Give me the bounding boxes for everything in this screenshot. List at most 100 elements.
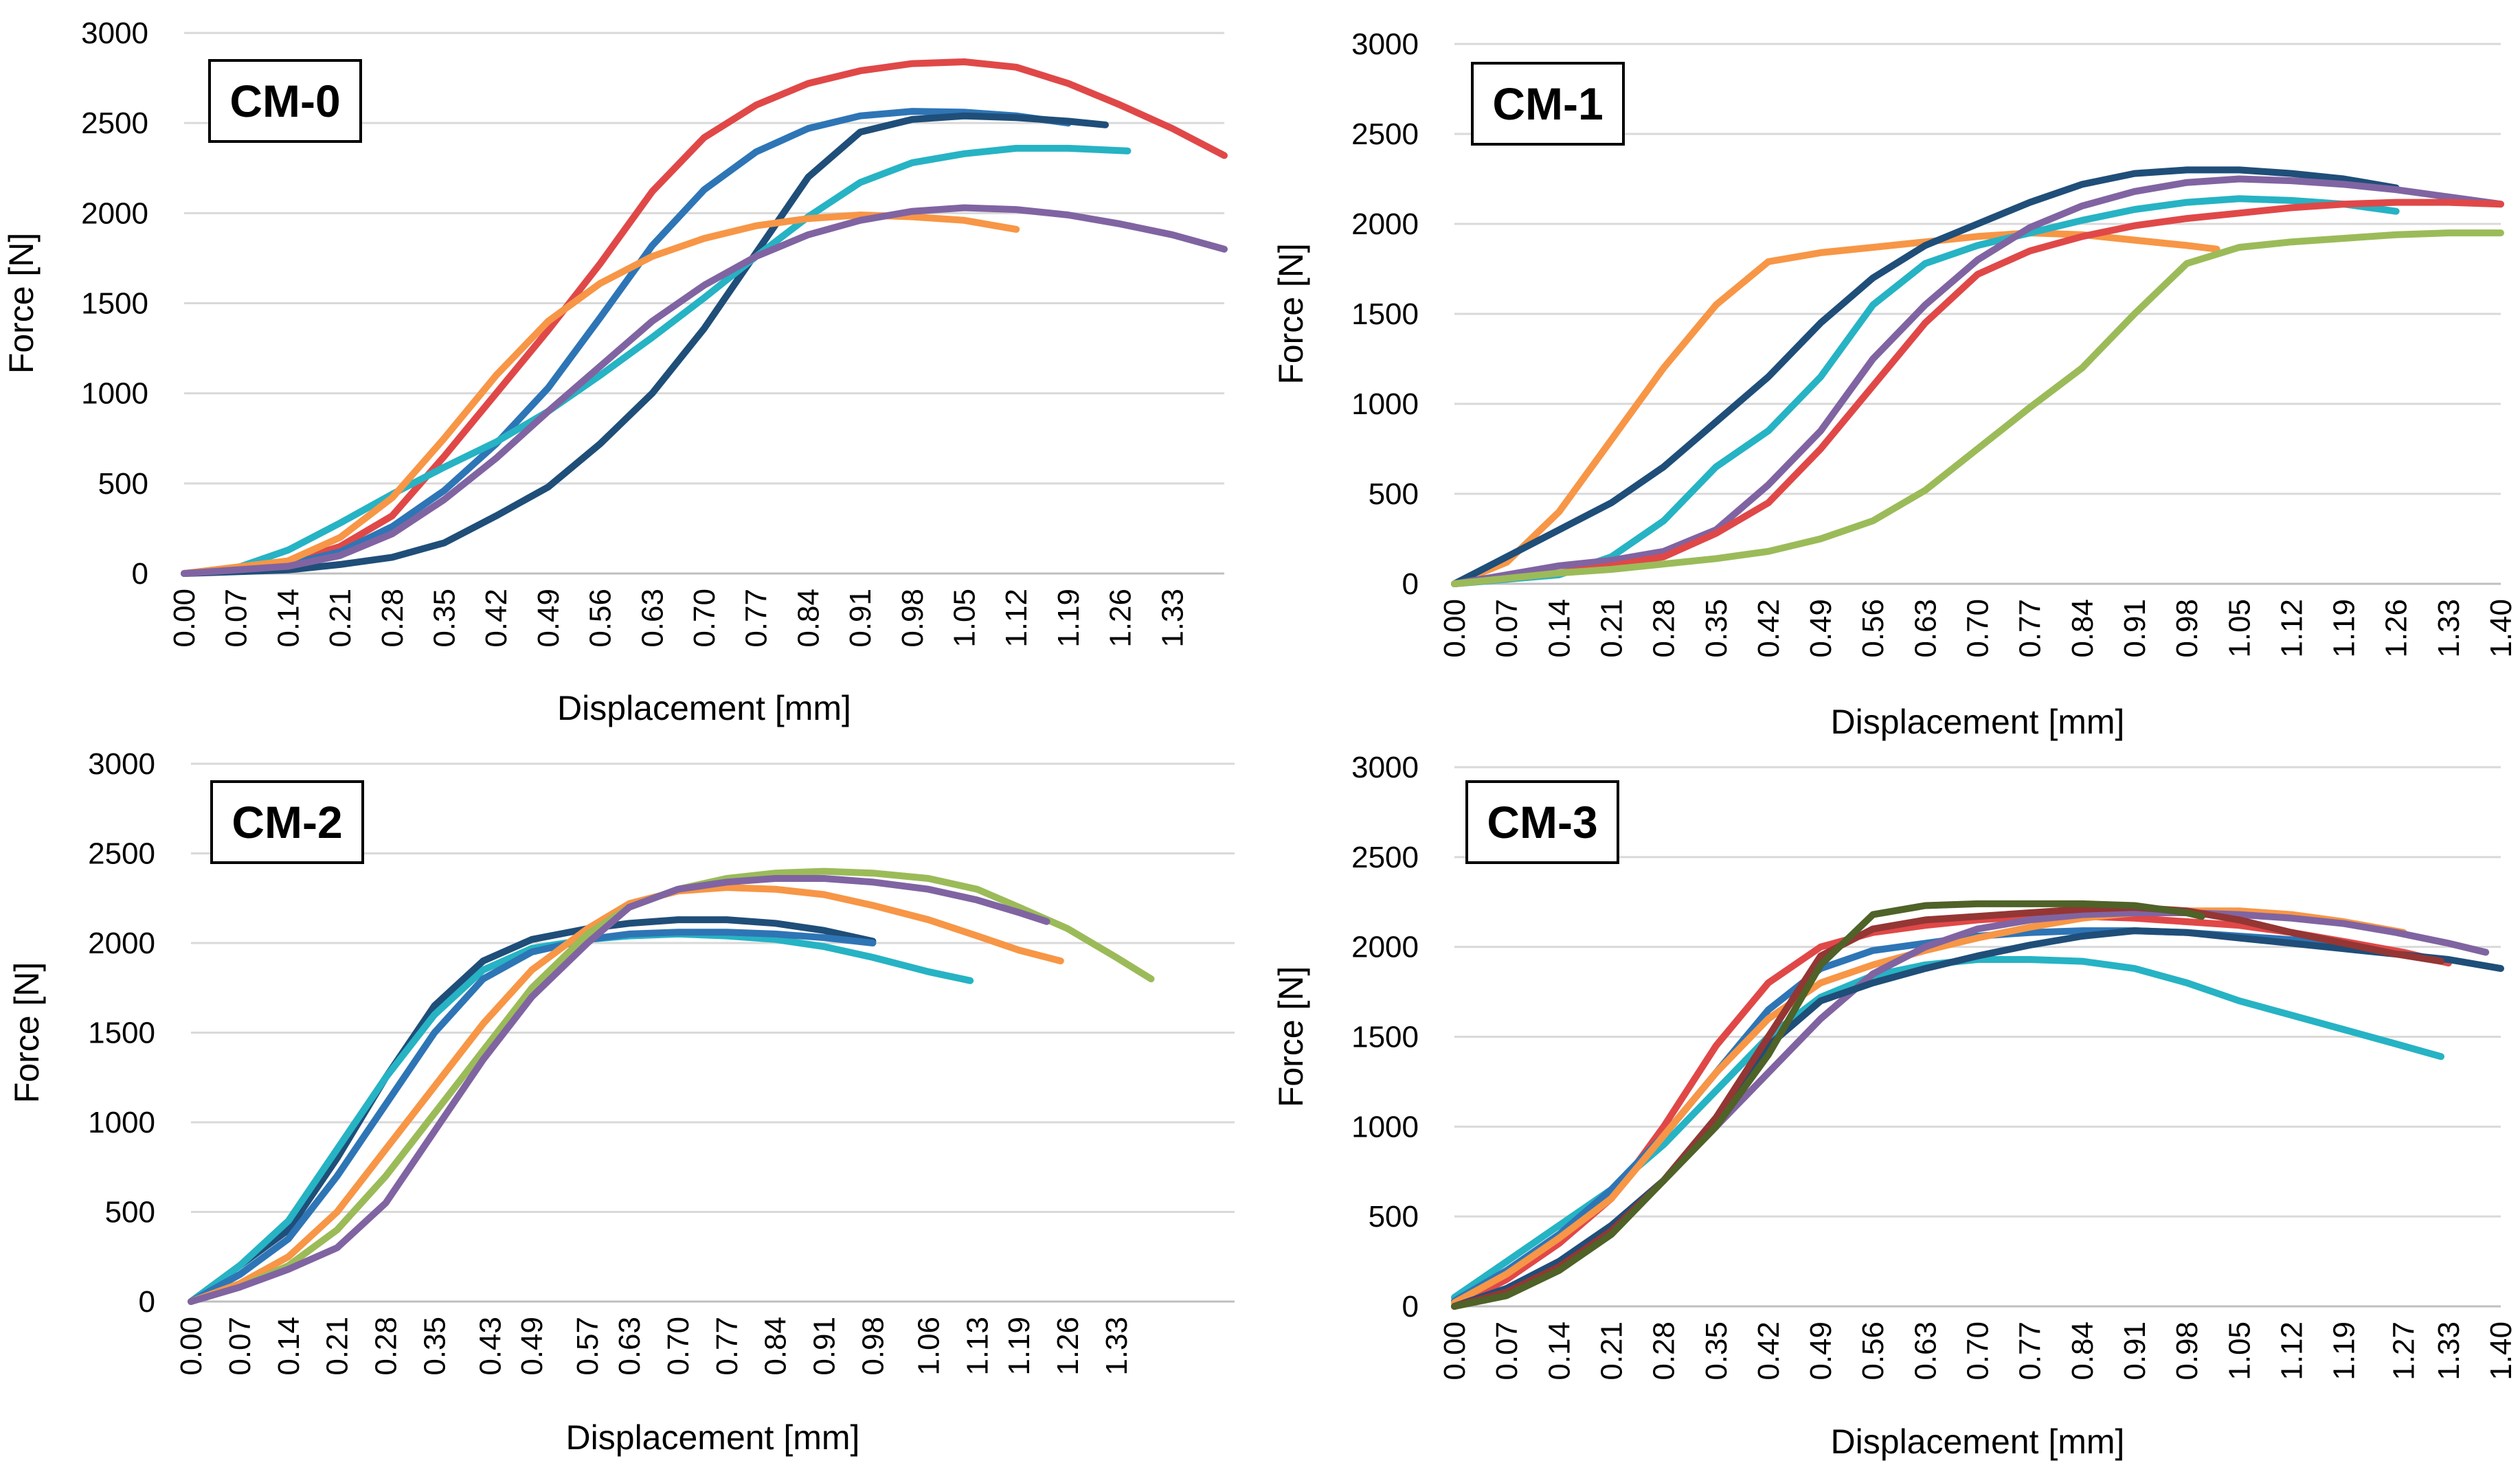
- x-tick-label: 0.57: [571, 1317, 605, 1376]
- x-tick-label: 0.70: [662, 1317, 695, 1376]
- y-tick-label: 2000: [1351, 931, 1419, 964]
- series-line: [1451, 166, 2400, 587]
- x-tick-label: 0.63: [635, 589, 669, 648]
- x-tick-label: 0.35: [1700, 599, 1733, 658]
- x-tick-label: 0.70: [1961, 599, 1995, 658]
- x-axis-title: Displacement [mm]: [557, 689, 851, 727]
- series-line: [1451, 229, 2220, 587]
- y-tick-label: 500: [1369, 1200, 1419, 1234]
- x-tick-label: 0.14: [1542, 599, 1576, 658]
- y-tick-label: 500: [105, 1196, 155, 1229]
- x-tick-label: 0.07: [220, 589, 254, 648]
- panel-title: CM-2: [232, 797, 342, 848]
- x-tick-label: 1.33: [1100, 1317, 1134, 1376]
- panel-title: CM-0: [229, 76, 340, 126]
- x-tick-label: 1.12: [1000, 589, 1033, 648]
- series-line: [1451, 927, 2504, 1310]
- series-line: [1451, 198, 2504, 587]
- y-tick-label: 1500: [88, 1017, 155, 1050]
- y-tick-label: 2500: [1351, 841, 1419, 874]
- y-tick-label: 1000: [88, 1106, 155, 1139]
- x-tick-label: 0.07: [1490, 599, 1524, 658]
- y-tick-label: 2000: [88, 927, 155, 960]
- x-tick-label: 1.26: [1051, 1317, 1085, 1376]
- x-tick-label: 0.07: [223, 1317, 257, 1376]
- y-tick-label: 2500: [88, 837, 155, 871]
- y-tick-label: 500: [1369, 477, 1419, 511]
- x-tick-label: 0.21: [321, 1317, 355, 1376]
- y-tick-label: 2000: [1351, 207, 1419, 241]
- y-tick-label: 3000: [88, 747, 155, 781]
- panel-title: CM-3: [1487, 797, 1597, 848]
- series-line: [1451, 229, 2504, 587]
- series-line: [1451, 904, 2444, 1310]
- panel-title-box: [1471, 62, 1625, 146]
- y-tick-label: 2500: [1351, 117, 1419, 151]
- series-line: [181, 112, 1109, 577]
- x-tick-label: 0.00: [1438, 599, 1472, 658]
- series-line: [1451, 900, 2205, 1310]
- x-tick-label: 0.35: [418, 1317, 451, 1376]
- series-line: [1451, 195, 2400, 587]
- x-tick-label: 0.84: [759, 1317, 793, 1376]
- x-tick-label: 0.28: [370, 1317, 403, 1376]
- y-tick-label: 0: [132, 557, 148, 591]
- x-tick-label: 0.21: [1595, 599, 1628, 658]
- x-tick-label: 0.42: [480, 589, 513, 648]
- x-tick-label: 1.12: [2275, 599, 2308, 658]
- chart-cm-3: 0 500 1000 1500 2000 2500 3000 0.00 0.07 0.14 0.21…: [1272, 751, 2518, 1461]
- panel-title-box: [210, 780, 364, 864]
- x-tick-label: 0.14: [271, 589, 305, 648]
- y-tick-label: 1500: [1351, 1021, 1419, 1054]
- series-line: [181, 144, 1132, 577]
- x-tick-label: 0.49: [1804, 1321, 1838, 1381]
- x-tick-label: 0.14: [272, 1317, 306, 1376]
- x-tick-label: 1.40: [2484, 599, 2518, 658]
- x-tick-label: 1.06: [912, 1317, 945, 1376]
- y-tick-label: 3000: [1351, 27, 1419, 61]
- x-tick-label: 1.19: [2328, 1321, 2361, 1381]
- x-tick-label: 0.35: [1700, 1321, 1733, 1381]
- x-tick-label: 0.42: [1752, 1321, 1786, 1381]
- x-tick-label: 1.33: [1156, 589, 1189, 648]
- x-tick-label: 0.00: [1438, 1321, 1472, 1381]
- x-tick-label: 1.05: [2223, 599, 2256, 658]
- series-line: [188, 875, 1050, 1305]
- x-tick-label: 1.26: [1104, 589, 1138, 648]
- series-line: [1451, 956, 2444, 1301]
- x-tick-label: 0.56: [1856, 599, 1890, 658]
- x-tick-label: 0.21: [324, 589, 357, 648]
- series-line: [188, 929, 877, 1305]
- y-tick-label: 2500: [81, 106, 148, 140]
- y-tick-label: 0: [139, 1285, 155, 1319]
- x-axis-title: Displacement [mm]: [1831, 703, 2125, 741]
- y-tick-label: 0: [1402, 567, 1419, 601]
- series-line: [188, 930, 974, 1305]
- x-tick-label: 0.28: [1647, 1321, 1681, 1381]
- x-tick-label: 1.33: [2432, 1321, 2466, 1381]
- x-tick-label: 0.84: [2066, 599, 2100, 658]
- y-tick-label: 0: [1402, 1290, 1419, 1324]
- y-tick-label: 3000: [1351, 751, 1419, 784]
- chart-cm-2: 0 500 1000 1500 2000 2500 3000 0.00 0.07 0.14 0.21…: [8, 747, 1235, 1457]
- y-tick-label: 1500: [81, 287, 148, 321]
- x-tick-label: 1.12: [2275, 1321, 2308, 1381]
- series-line: [181, 58, 1228, 577]
- x-tick-label: 0.56: [584, 589, 618, 648]
- x-tick-label: 1.26: [2380, 599, 2414, 658]
- series-line: [1451, 909, 2490, 1310]
- x-tick-label: 0.91: [808, 1317, 842, 1376]
- x-tick-label: 0.84: [2066, 1321, 2100, 1381]
- y-axis-title: Force [N]: [8, 962, 46, 1104]
- y-tick-label: 1000: [1351, 1110, 1419, 1144]
- x-axis-title: Displacement [mm]: [566, 1418, 860, 1457]
- chart-cm-0: 0 500 1000 1500 2000 2500 3000 0.00 0.07 0.14 0.21…: [2, 16, 1228, 727]
- x-tick-label: 1.05: [2223, 1321, 2256, 1381]
- x-tick-label: 0.98: [2170, 599, 2204, 658]
- y-tick-label: 1000: [81, 377, 148, 411]
- x-tick-label: 0.43: [473, 1317, 507, 1376]
- chart-cm-1: 0 500 1000 1500 2000 2500 3000 0.00 0.07 0.14 0.21…: [1272, 27, 2518, 741]
- series-line: [1451, 175, 2504, 587]
- series-line: [181, 108, 1072, 577]
- x-tick-label: 0.84: [791, 589, 825, 648]
